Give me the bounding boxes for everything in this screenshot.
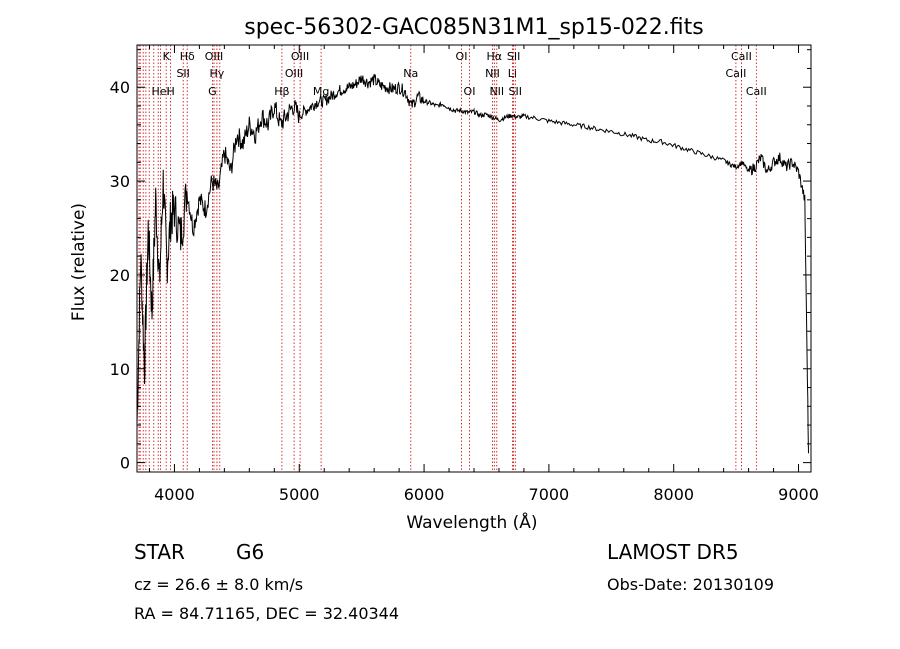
line-label: Hα	[487, 50, 503, 63]
line-label: K	[163, 50, 171, 63]
emission-line-labels: Hel K H Hδ SII OIII Hγ G Hβ OIII OIII Mg Na OI OI NII Hα…	[152, 50, 767, 98]
x-tick-label: 6000	[404, 485, 445, 504]
x-tick-label: 9000	[778, 485, 819, 504]
line-label: SII	[507, 50, 520, 63]
y-axis-ticks: 0 10 20 30 40	[110, 49, 811, 473]
y-tick-label: 40	[110, 78, 130, 97]
spectrum-line	[136, 73, 809, 454]
line-label: SII	[509, 85, 522, 98]
line-label: OIII	[285, 67, 303, 80]
line-label: OIII	[291, 50, 309, 63]
survey-label: LAMOST DR5	[607, 540, 739, 564]
line-label: Hel	[152, 85, 170, 98]
line-label: OI	[464, 85, 476, 98]
line-label: CaII	[725, 67, 746, 80]
star-class-label: STAR	[134, 540, 185, 564]
line-label: NII	[485, 67, 500, 80]
x-axis-label: Wavelength (Å)	[406, 511, 537, 533]
chart-title: spec-56302-GAC085N31M1_sp15-022.fits	[244, 15, 704, 40]
line-label: CaII	[746, 85, 767, 98]
obs-date-text: Obs-Date: 20130109	[607, 575, 775, 594]
line-label: Hγ	[210, 67, 225, 80]
x-tick-label: 8000	[653, 485, 694, 504]
y-tick-label: 20	[110, 266, 130, 285]
line-label: Mg	[313, 85, 329, 98]
emission-line-markers	[138, 45, 757, 472]
x-tick-label: 5000	[279, 485, 320, 504]
line-label: Li	[508, 67, 517, 80]
x-axis-ticks: 4000 5000 6000 7000 8000 9000	[148, 45, 819, 504]
line-label: G	[208, 85, 217, 98]
y-tick-label: 0	[120, 454, 130, 473]
redshift-text: cz = 26.6 ± 8.0 km/s	[134, 575, 304, 594]
x-tick-label: 7000	[529, 485, 570, 504]
y-axis-label: Flux (relative)	[69, 203, 89, 321]
line-label: OI	[456, 50, 468, 63]
line-label: OIII	[205, 50, 223, 63]
line-label: NII	[489, 85, 504, 98]
y-tick-label: 30	[110, 172, 130, 191]
line-label: H	[166, 85, 174, 98]
star-subclass: G6	[236, 540, 265, 564]
line-label: CaII	[731, 50, 752, 63]
y-tick-label: 10	[110, 360, 130, 379]
line-label: Na	[403, 67, 418, 80]
coordinates-text: RA = 84.71165, DEC = 32.40344	[134, 604, 400, 623]
line-label: Hδ	[180, 50, 195, 63]
line-label: Hβ	[274, 85, 289, 98]
x-tick-label: 4000	[154, 485, 195, 504]
line-label: SII	[176, 67, 189, 80]
